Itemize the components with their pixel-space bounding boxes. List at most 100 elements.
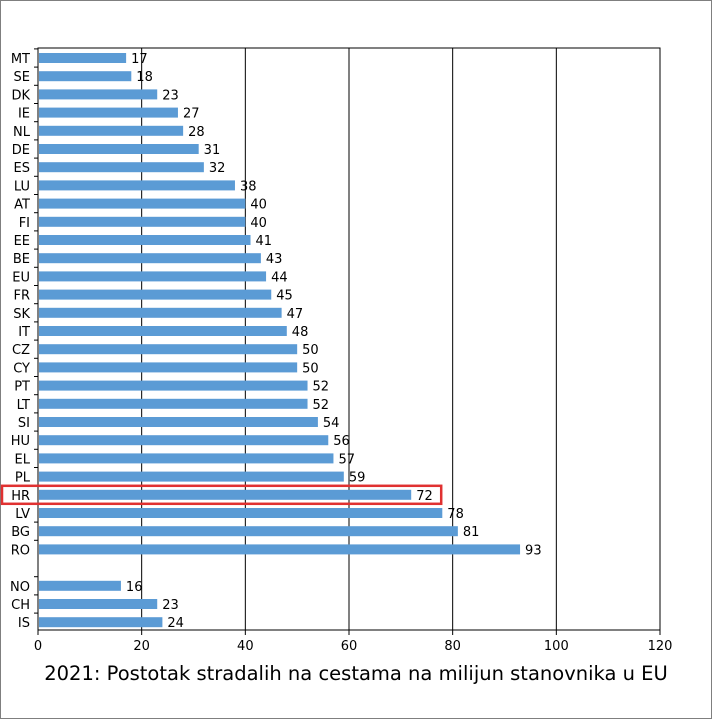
category-label-at: AT	[14, 198, 30, 213]
x-tick-label: 100	[544, 639, 569, 654]
category-label-hr: HR	[11, 489, 30, 504]
bar-ee	[39, 235, 251, 245]
bar-lv	[39, 508, 443, 518]
value-label-es: 32	[209, 161, 226, 176]
category-label-se: SE	[14, 70, 30, 85]
x-tick-label: 40	[237, 639, 254, 654]
value-label-el: 57	[338, 452, 355, 467]
value-label-bg: 81	[463, 525, 480, 540]
category-label-be: BE	[13, 252, 30, 267]
category-label-ro: RO	[11, 543, 30, 558]
value-label-de: 31	[204, 143, 221, 158]
bar-de	[39, 144, 199, 154]
category-label-it: IT	[18, 325, 30, 340]
category-label-el: EL	[15, 452, 31, 467]
category-label-de: DE	[12, 143, 30, 158]
bar-dk	[39, 89, 158, 100]
category-label-nl: NL	[13, 125, 31, 140]
value-label-ie: 27	[183, 107, 200, 122]
category-label-hu: HU	[11, 434, 30, 449]
category-label-bg: BG	[11, 525, 30, 540]
bar-is	[39, 617, 163, 628]
value-label-be: 43	[266, 252, 283, 267]
category-label-ch: CH	[11, 598, 30, 613]
bar-pl	[39, 471, 344, 482]
value-label-pl: 59	[349, 471, 366, 486]
bar-lt	[39, 398, 308, 409]
bar-es	[39, 162, 204, 173]
x-tick-label: 0	[34, 639, 42, 654]
x-tick-label: 20	[133, 639, 150, 654]
value-label-eu: 44	[271, 270, 288, 285]
value-label-fi: 40	[250, 216, 267, 231]
value-label-lt: 52	[313, 398, 330, 413]
category-label-fi: FI	[19, 216, 30, 231]
bar-nl	[39, 125, 184, 136]
category-label-lu: LU	[14, 179, 30, 194]
value-label-no: 16	[126, 580, 143, 595]
category-label-eu: EU	[12, 270, 30, 285]
highlight-box	[0, 484, 443, 506]
value-label-se: 18	[136, 70, 153, 85]
category-label-si: SI	[18, 416, 30, 431]
category-label-ee: EE	[14, 234, 30, 249]
value-label-fr: 45	[276, 289, 293, 304]
x-tick-label: 120	[648, 639, 673, 654]
bar-el	[39, 453, 334, 464]
bar-se	[39, 71, 132, 82]
value-label-si: 54	[323, 416, 340, 431]
value-label-it: 48	[292, 325, 309, 340]
value-label-ch: 23	[162, 598, 179, 613]
value-label-ee: 41	[256, 234, 273, 249]
category-label-es: ES	[14, 161, 30, 176]
bar-chart: 0 20 40 60 80 100 120 MT 17 SE 18 DK 23 IE 27 NL 28 DE 31 E…	[0, 47, 673, 654]
x-tick-label: 80	[444, 639, 461, 654]
bar-fi	[39, 216, 246, 227]
value-label-cy: 50	[302, 361, 319, 376]
category-label-lv: LV	[15, 507, 30, 522]
category-label-pt: PT	[14, 380, 30, 395]
bar-at	[39, 198, 246, 209]
bar-si	[39, 417, 318, 427]
bar-cy	[39, 362, 298, 373]
category-label-lt: LT	[17, 398, 30, 413]
value-label-is: 24	[167, 616, 184, 631]
category-label-no: NO	[10, 580, 30, 595]
bar-no	[39, 580, 121, 591]
bar-lu	[39, 180, 235, 191]
bar-ch	[39, 599, 158, 609]
category-label-dk: DK	[11, 88, 30, 103]
bar-sk	[39, 307, 282, 318]
value-label-ro: 93	[525, 543, 542, 558]
bar-hr	[39, 489, 412, 500]
value-label-lv: 78	[447, 507, 464, 522]
bar-cz	[39, 344, 298, 355]
value-label-lu: 38	[240, 179, 257, 194]
bar-ro	[39, 544, 521, 555]
bar-it	[39, 326, 287, 336]
value-label-sk: 47	[287, 307, 304, 322]
category-label-cz: CZ	[12, 343, 30, 358]
value-label-dk: 23	[162, 88, 179, 103]
value-label-hr: 72	[416, 489, 433, 504]
category-label-cy: CY	[13, 361, 30, 376]
value-label-hu: 56	[333, 434, 350, 449]
value-label-at: 40	[250, 198, 267, 213]
category-label-mt: MT	[11, 52, 30, 67]
chart-title: 2021: Postotak stradalih na cestama na m…	[44, 662, 668, 685]
bar-eu	[39, 271, 267, 282]
bar-fr	[39, 289, 272, 300]
category-label-ie: IE	[18, 107, 30, 122]
bar-mt	[39, 53, 127, 63]
bar-pt	[39, 380, 308, 391]
value-label-pt: 52	[313, 380, 330, 395]
bar-hu	[39, 435, 329, 446]
category-label-pl: PL	[15, 471, 31, 486]
bar-bg	[39, 526, 458, 537]
category-label-sk: SK	[13, 307, 30, 322]
bar-be	[39, 253, 261, 264]
category-label-is: IS	[18, 616, 30, 631]
bar-ie	[39, 107, 178, 118]
x-tick-label: 60	[341, 639, 358, 654]
value-label-nl: 28	[188, 125, 205, 140]
